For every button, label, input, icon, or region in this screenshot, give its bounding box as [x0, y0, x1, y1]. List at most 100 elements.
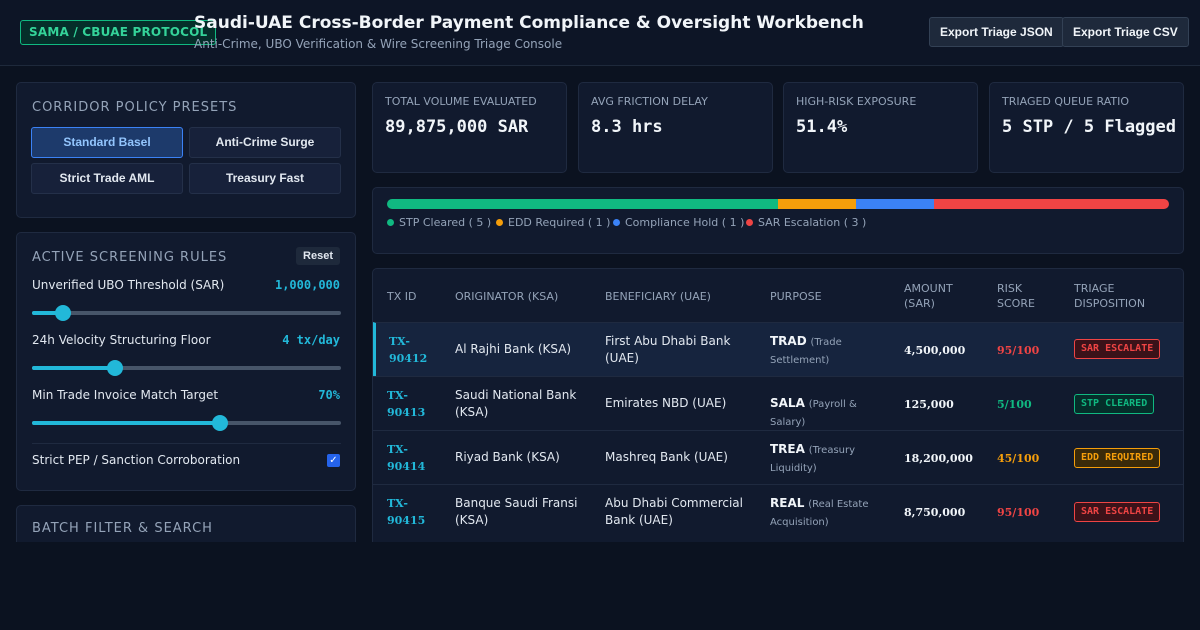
rules-title: ACTIVE SCREENING RULES [32, 250, 228, 265]
originator-cell: Banque Saudi Fransi (KSA) [455, 496, 578, 527]
col-header-risk: RISK SCORE [997, 282, 1035, 310]
risk-score-cell: 95/100 [997, 344, 1040, 357]
col-header-purpose: PURPOSE [770, 290, 822, 303]
slider-fill [32, 366, 116, 370]
preset-treasury-fast[interactable]: Treasury Fast [189, 163, 341, 194]
distribution-segment [934, 199, 1169, 209]
rules-panel: ACTIVE SCREENING RULES Reset Unverified … [16, 232, 356, 491]
kpi-label: TRIAGED QUEUE RATIO [1002, 95, 1130, 108]
kpi-value: 89,875,000 SAR [385, 117, 529, 137]
pep-sanction-checkbox[interactable]: ✓ [327, 454, 340, 467]
protocol-badge: SAMA / CBUAE PROTOCOL [20, 20, 217, 45]
purpose-cell: SALA (Payroll & Salary) [770, 396, 857, 428]
disposition-badge: STP CLEARED [1074, 394, 1155, 414]
disposition-badge: SAR ESCALATE [1074, 502, 1161, 522]
reset-button[interactable]: Reset [296, 247, 340, 265]
tx-id[interactable]: TX- 90412 [389, 335, 428, 365]
legend-dot [746, 219, 753, 226]
disposition-badge: EDD REQUIRED [1074, 448, 1161, 468]
export-json-button[interactable]: Export Triage JSON [929, 17, 1064, 47]
slider-fill [32, 421, 221, 425]
legend-sar: SAR Escalation ( 3 ) [746, 216, 866, 229]
col-header-amount: AMOUNT (SAR) [904, 282, 953, 310]
pep-sanction-label: Strict PEP / Sanction Corroboration [32, 453, 241, 467]
distribution-segment [778, 199, 857, 209]
preset-anti-crime-surge[interactable]: Anti-Crime Surge [189, 127, 341, 158]
kpi-triaged-ratio: TRIAGED QUEUE RATIO 5 STP / 5 Flagged [989, 82, 1184, 173]
legend-edd: EDD Required ( 1 ) [496, 216, 610, 229]
amount-cell: 18,200,000 [904, 452, 973, 465]
distribution-bar [387, 199, 1169, 209]
app-title: Saudi-UAE Cross-Border Payment Complianc… [194, 13, 864, 33]
purpose-cell: TRAD (Trade Settlement) [770, 334, 842, 366]
table-row[interactable]: TX- 90414 Riyad Bank (KSA) Mashreq Bank (… [373, 430, 1183, 484]
kpi-high-risk: HIGH-RISK EXPOSURE 51.4% [783, 82, 978, 173]
ubo-threshold-value: 1,000,000 [274, 278, 340, 292]
slider-fill [32, 311, 63, 315]
originator-cell: Al Rajhi Bank (KSA) [455, 342, 572, 356]
originator-cell: Saudi National Bank (KSA) [455, 388, 577, 419]
invoice-match-slider[interactable] [32, 415, 341, 431]
velocity-floor-value: 4 tx/day [282, 333, 340, 347]
col-header-originator: ORIGINATOR (KSA) [455, 290, 559, 303]
preset-standard-basel[interactable]: Standard Basel [31, 127, 183, 158]
slider-thumb[interactable] [107, 360, 124, 376]
export-csv-button[interactable]: Export Triage CSV [1062, 17, 1189, 47]
amount-cell: 125,000 [904, 398, 954, 411]
transactions-table: TX ID ORIGINATOR (KSA) BENEFICIARY (UAE)… [372, 268, 1184, 542]
disposition-badge: SAR ESCALATE [1074, 339, 1161, 359]
table-row[interactable]: TX- 90415 Banque Saudi Fransi (KSA) Abu D… [373, 484, 1183, 538]
risk-score-cell: 95/100 [997, 506, 1040, 519]
tx-id[interactable]: TX- 90413 [387, 389, 426, 419]
ubo-threshold-slider[interactable] [32, 305, 341, 321]
purpose-cell: TREA (Treasury Liquidity) [770, 442, 856, 474]
kpi-value: 8.3 hrs [591, 117, 663, 137]
beneficiary-cell: Emirates NBD (UAE) [605, 396, 727, 410]
kpi-label: AVG FRICTION DELAY [591, 95, 708, 108]
slider-thumb[interactable] [54, 305, 71, 321]
purpose-cell: REAL (Real Estate Acquisition) [770, 496, 869, 528]
rules-divider [32, 443, 341, 444]
table-row[interactable]: TX- 90412 Al Rajhi Bank (KSA) First Abu D… [373, 322, 1183, 376]
kpi-label: HIGH-RISK EXPOSURE [796, 95, 917, 108]
risk-score-cell: 45/100 [997, 452, 1040, 465]
amount-cell: 8,750,000 [904, 506, 966, 519]
distribution-segment [856, 199, 935, 209]
app-header: SAMA / CBUAE PROTOCOL Saudi-UAE Cross-Bo… [0, 0, 1200, 66]
presets-title: CORRIDOR POLICY PRESETS [32, 100, 238, 115]
content-clip: BATCH FILTER & SEARCH TX ID ORIGINATOR (… [16, 268, 1184, 542]
legend-dot [387, 219, 394, 226]
beneficiary-cell: Abu Dhabi Commercial Bank (UAE) [605, 496, 743, 527]
invoice-match-label: Min Trade Invoice Match Target [32, 388, 219, 402]
app-subtitle: Anti-Crime, UBO Verification & Wire Scre… [194, 37, 563, 51]
col-header-disposition: TRIAGE DISPOSITION [1074, 282, 1146, 310]
preset-strict-trade-aml[interactable]: Strict Trade AML [31, 163, 183, 194]
legend-dot [613, 219, 620, 226]
velocity-floor-slider[interactable] [32, 360, 341, 376]
presets-panel: CORRIDOR POLICY PRESETS Standard Basel A… [16, 82, 356, 218]
tx-id[interactable]: TX- 90415 [387, 497, 426, 527]
disposition-distribution: STP Cleared ( 5 ) EDD Required ( 1 ) Com… [372, 187, 1184, 254]
legend-dot [496, 219, 503, 226]
distribution-segment [387, 199, 778, 209]
amount-cell: 4,500,000 [904, 344, 966, 357]
slider-thumb[interactable] [212, 415, 229, 431]
ubo-threshold-label: Unverified UBO Threshold (SAR) [32, 278, 225, 292]
legend-stp: STP Cleared ( 5 ) [387, 216, 491, 229]
kpi-avg-friction: AVG FRICTION DELAY 8.3 hrs [578, 82, 773, 173]
risk-score-cell: 5/100 [997, 398, 1032, 411]
legend-hold: Compliance Hold ( 1 ) [613, 216, 744, 229]
kpi-total-volume: TOTAL VOLUME EVALUATED 89,875,000 SAR [372, 82, 567, 173]
col-header-beneficiary: BENEFICIARY (UAE) [605, 290, 711, 303]
beneficiary-cell: First Abu Dhabi Bank (UAE) [605, 334, 731, 365]
invoice-match-value: 70% [318, 388, 340, 402]
col-header-txid: TX ID [387, 290, 417, 303]
tx-id[interactable]: TX- 90414 [387, 443, 426, 473]
batch-panel: BATCH FILTER & SEARCH [16, 505, 356, 542]
batch-title: BATCH FILTER & SEARCH [32, 521, 213, 536]
velocity-floor-label: 24h Velocity Structuring Floor [32, 333, 211, 347]
kpi-label: TOTAL VOLUME EVALUATED [385, 95, 537, 108]
table-row[interactable]: TX- 90413 Saudi National Bank (KSA) Emira… [373, 376, 1183, 430]
kpi-value: 51.4% [796, 117, 848, 137]
beneficiary-cell: Mashreq Bank (UAE) [605, 450, 728, 464]
